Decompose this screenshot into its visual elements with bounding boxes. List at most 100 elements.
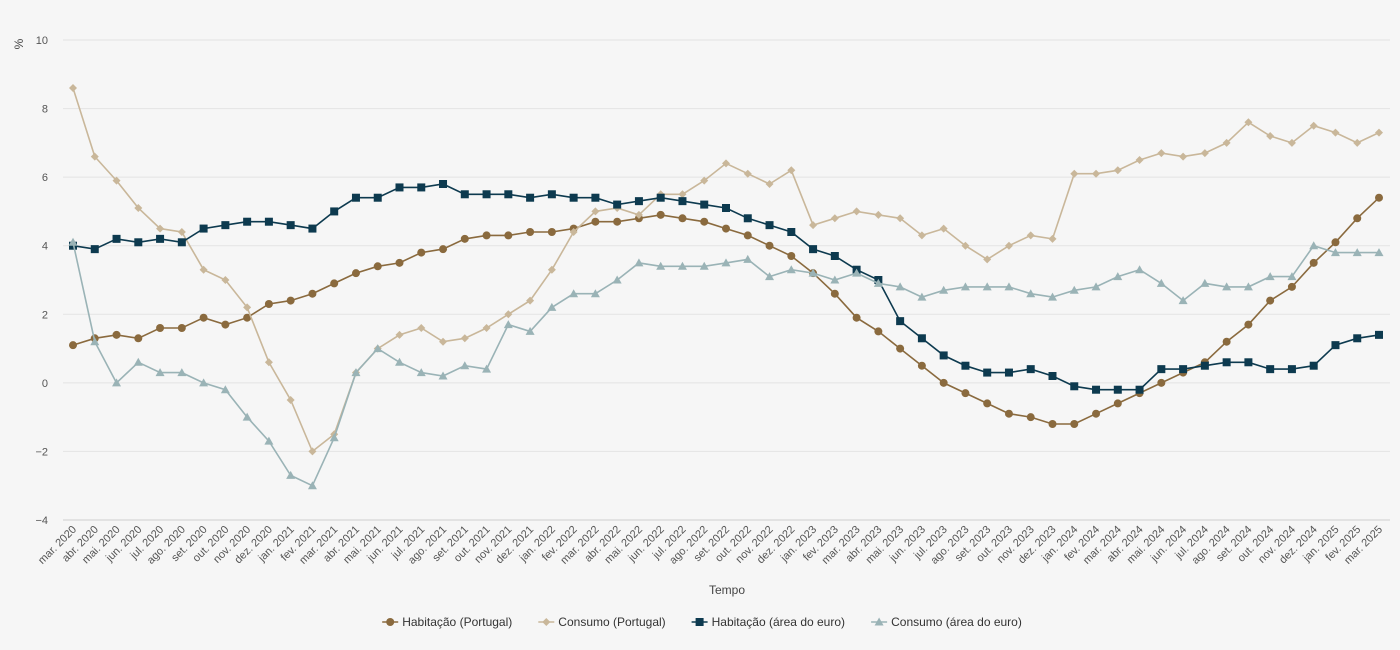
data-point[interactable] (874, 327, 883, 336)
data-point[interactable] (308, 289, 317, 298)
data-point[interactable] (743, 214, 752, 223)
data-point[interactable] (1092, 409, 1101, 418)
data-point[interactable] (917, 361, 926, 370)
data-point[interactable] (199, 378, 209, 387)
data-point[interactable] (765, 241, 774, 250)
data-point[interactable] (634, 197, 643, 206)
data-point[interactable] (69, 341, 77, 350)
data-point[interactable] (809, 221, 818, 230)
data-point[interactable] (699, 261, 709, 270)
data-point[interactable] (526, 296, 535, 305)
data-point[interactable] (1330, 248, 1340, 257)
data-point[interactable] (177, 228, 186, 236)
data-point[interactable] (1157, 365, 1166, 374)
data-point[interactable] (373, 262, 382, 271)
data-point[interactable] (416, 368, 426, 377)
data-point[interactable] (482, 190, 491, 199)
data-point[interactable] (1375, 193, 1383, 202)
data-point[interactable] (308, 224, 317, 233)
data-point[interactable] (634, 258, 644, 267)
data-point[interactable] (1113, 385, 1122, 394)
data-point[interactable] (1353, 138, 1362, 147)
data-point[interactable] (1048, 234, 1057, 243)
data-point[interactable] (351, 193, 360, 202)
data-point[interactable] (874, 617, 884, 626)
data-point[interactable] (1352, 248, 1362, 257)
data-point[interactable] (1004, 282, 1014, 291)
data-point[interactable] (1222, 138, 1231, 147)
data-point[interactable] (526, 193, 535, 202)
data-point[interactable] (526, 228, 535, 236)
data-point[interactable] (678, 197, 687, 206)
data-point[interactable] (1266, 296, 1275, 305)
data-point[interactable] (700, 217, 709, 226)
data-point[interactable] (329, 433, 339, 442)
data-point[interactable] (743, 254, 753, 263)
data-point[interactable] (1375, 128, 1383, 137)
data-point[interactable] (830, 214, 839, 223)
data-point[interactable] (722, 224, 730, 233)
data-point[interactable] (243, 313, 252, 322)
data-point[interactable] (395, 258, 404, 267)
data-point[interactable] (547, 265, 556, 274)
data-point[interactable] (830, 252, 839, 260)
data-point[interactable] (386, 618, 395, 626)
data-point[interactable] (482, 324, 491, 332)
data-point[interactable] (678, 214, 687, 223)
data-point[interactable] (1266, 365, 1275, 374)
data-point[interactable] (351, 368, 361, 377)
data-point[interactable] (656, 261, 666, 270)
data-point[interactable] (1004, 241, 1013, 250)
data-point[interactable] (286, 221, 295, 230)
data-point[interactable] (613, 200, 622, 209)
data-point[interactable] (503, 320, 513, 329)
data-point[interactable] (1309, 121, 1318, 130)
data-point[interactable] (808, 268, 818, 277)
data-point[interactable] (656, 193, 665, 202)
data-point[interactable] (590, 289, 600, 298)
data-point[interactable] (612, 275, 622, 284)
data-point[interactable] (1244, 320, 1253, 329)
data-point[interactable] (438, 371, 448, 380)
data-point[interactable] (700, 200, 709, 209)
data-point[interactable] (460, 361, 470, 370)
data-point[interactable] (547, 190, 556, 199)
data-point[interactable] (264, 436, 274, 445)
data-point[interactable] (177, 238, 186, 247)
data-point[interactable] (765, 221, 774, 230)
data-point[interactable] (156, 224, 165, 233)
data-point[interactable] (112, 330, 121, 339)
data-point[interactable] (1287, 272, 1297, 281)
data-point[interactable] (896, 317, 905, 326)
data-point[interactable] (460, 234, 469, 243)
data-point[interactable] (961, 361, 970, 370)
data-point[interactable] (286, 296, 295, 305)
data-point[interactable] (939, 351, 948, 360)
data-point[interactable] (1353, 214, 1362, 223)
data-point[interactable] (765, 272, 775, 281)
data-point[interactable] (852, 268, 862, 277)
data-point[interactable] (695, 618, 704, 626)
data-point[interactable] (896, 214, 905, 223)
data-point[interactable] (308, 447, 317, 456)
data-point[interactable] (525, 326, 535, 335)
data-point[interactable] (395, 330, 404, 339)
data-point[interactable] (1331, 128, 1340, 137)
data-point[interactable] (351, 269, 360, 278)
data-point[interactable] (678, 190, 687, 199)
data-point[interactable] (656, 210, 665, 219)
data-point[interactable] (542, 618, 551, 626)
data-point[interactable] (199, 313, 208, 322)
data-point[interactable] (917, 334, 926, 343)
data-point[interactable] (787, 252, 796, 260)
data-point[interactable] (439, 180, 448, 188)
data-point[interactable] (307, 481, 317, 490)
data-point[interactable] (591, 217, 600, 226)
data-point[interactable] (1026, 231, 1035, 240)
data-point[interactable] (264, 300, 273, 308)
data-point[interactable] (156, 324, 165, 332)
data-point[interactable] (961, 389, 970, 398)
data-point[interactable] (1200, 278, 1210, 287)
legend-item[interactable]: Consumo (Portugal) (538, 615, 666, 629)
data-point[interactable] (569, 228, 578, 236)
